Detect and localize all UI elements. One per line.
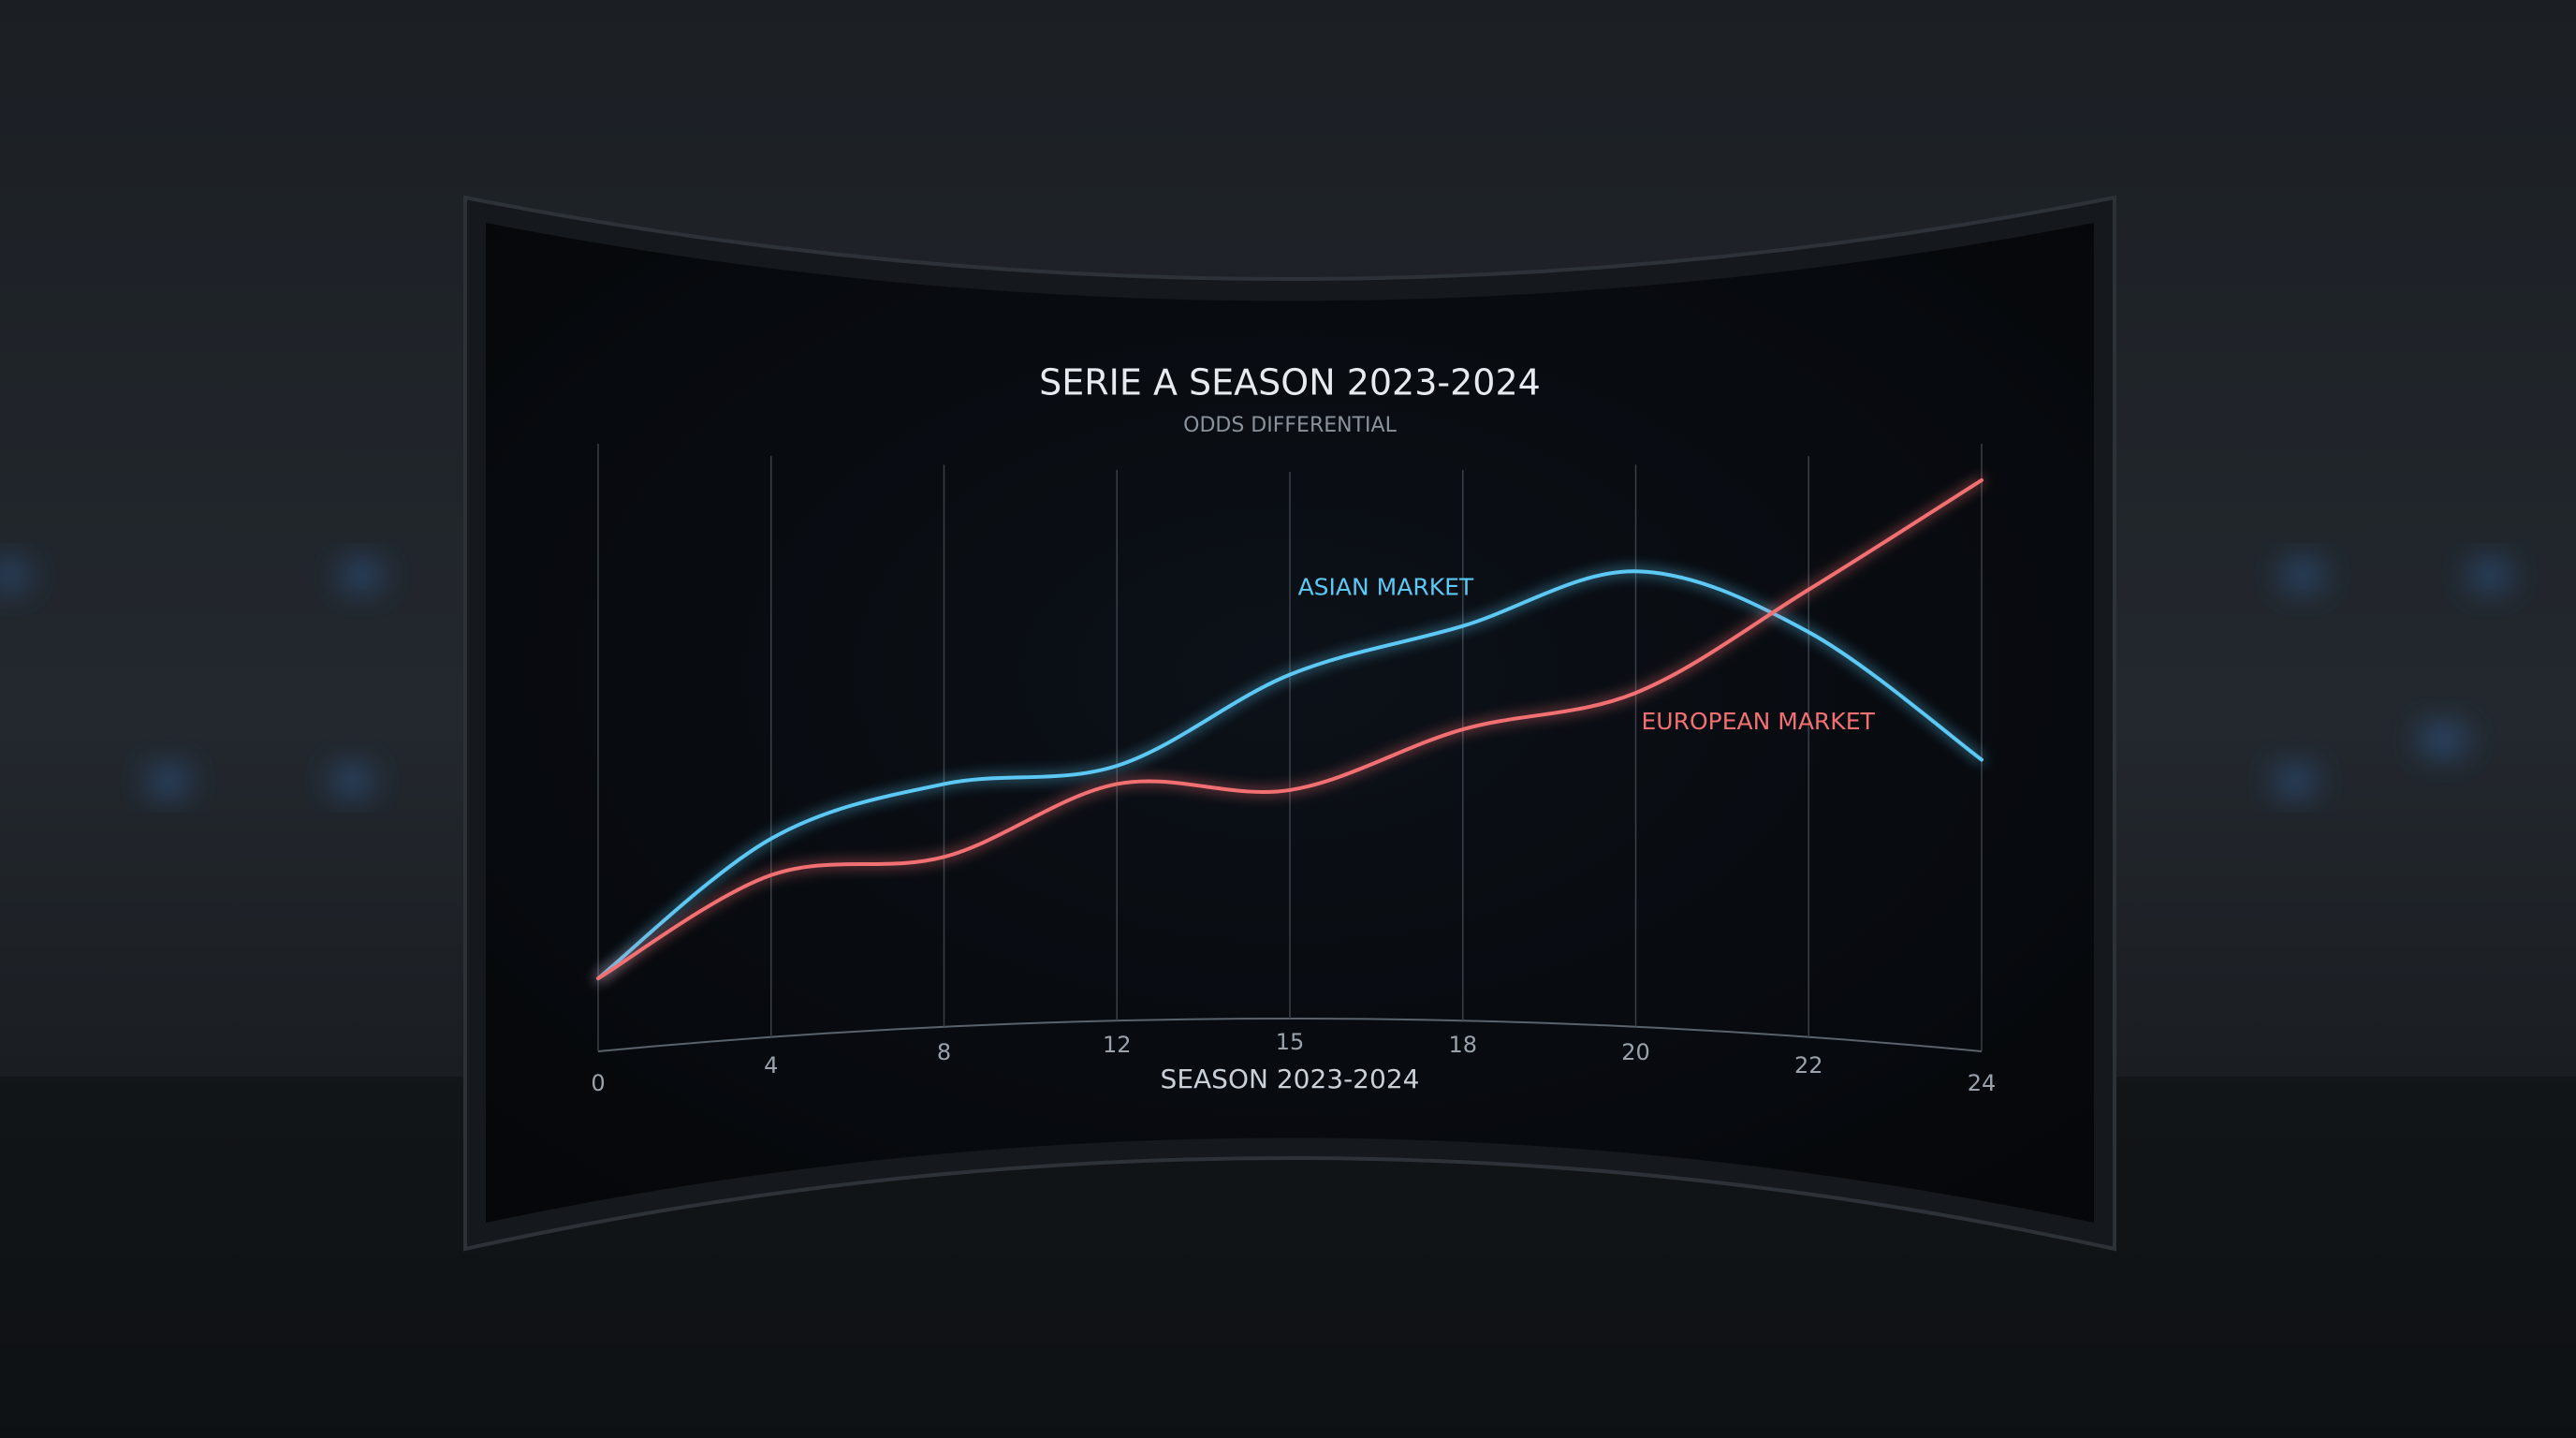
x-tick-label: 24 <box>1968 1070 1997 1096</box>
x-tick-label: 18 <box>1448 1032 1477 1058</box>
x-tick-label: 4 <box>764 1052 778 1078</box>
x-tick-label: 12 <box>1103 1032 1132 1058</box>
series-line <box>596 569 1983 981</box>
legend-label: EUROPEAN MARKET <box>1642 708 1876 735</box>
chart-subtitle: ODDS DIFFERENTIAL <box>1183 414 1397 437</box>
x-axis-line <box>597 1018 1983 1052</box>
x-axis-label: SEASON 2023-2024 <box>1161 1064 1420 1094</box>
legend-label: ASIAN MARKET <box>1298 574 1474 601</box>
x-tick-label: 8 <box>937 1039 951 1065</box>
chart-title: SERIE A SEASON 2023-2024 <box>1039 362 1541 404</box>
plot: 0 4 8 12 15 18 20 22 24 ASIAN MARKET EUROPEAN MARK… <box>591 444 1996 1096</box>
corridor-lights <box>0 565 2509 790</box>
series-line <box>596 477 1983 981</box>
x-tick-label: 15 <box>1276 1029 1305 1055</box>
x-tick-label: 20 <box>1621 1039 1650 1065</box>
x-tick-label: 22 <box>1794 1052 1823 1078</box>
x-tick-label: 0 <box>591 1070 605 1096</box>
